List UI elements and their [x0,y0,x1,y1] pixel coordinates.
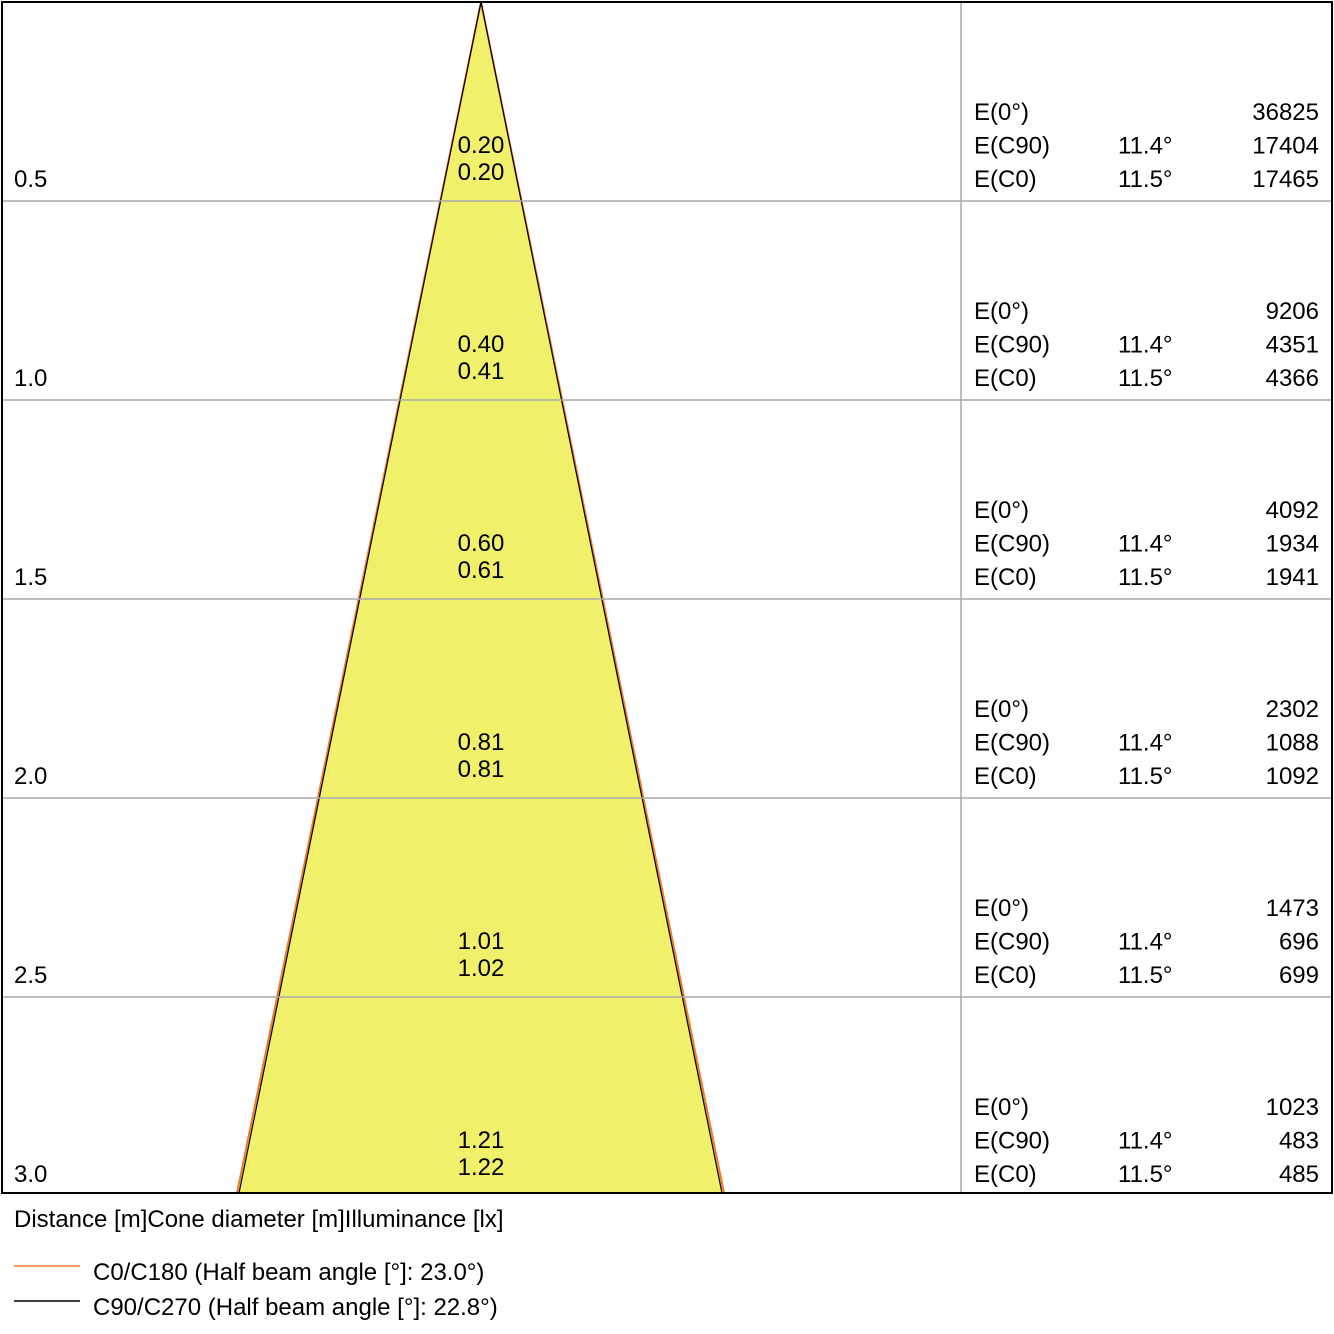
angle: 11.4° [1118,133,1173,160]
distance: 0.5 [14,166,47,193]
angle: 11.5° [1118,365,1173,392]
illuminance-label: E(C0) [974,564,1037,591]
illuminance-label: E(C0) [974,1161,1037,1188]
cone-diameter: 0.41 [458,358,505,385]
angle: 11.5° [1118,763,1173,790]
distance: 2.5 [14,962,47,989]
illuminance-value: 1941 [1266,564,1319,591]
illuminance-value: 2302 [1266,696,1319,723]
legend-label: C90/C270 (Half beam angle [°]: 22.8°) [93,1294,498,1321]
legend-label: C0/C180 (Half beam angle [°]: 23.0°) [93,1259,484,1286]
cone-diameter: 0.20 [458,132,505,159]
illuminance-label: E(C90) [974,730,1050,757]
illuminance-label: E(0°) [974,298,1029,325]
angle: 11.4° [1118,531,1173,558]
illuminance-value: 483 [1279,1128,1319,1155]
illuminance-label: E(0°) [974,1094,1029,1121]
illuminance-label: E(0°) [974,696,1029,723]
cone-diameter: 0.60 [458,530,505,557]
illuminance-value: 1473 [1266,895,1319,922]
distance: 1.5 [14,564,47,591]
angle: 11.5° [1118,166,1173,193]
cone-diameter: 1.01 [458,928,505,955]
grid [2,200,1332,998]
angle: 11.4° [1118,730,1173,757]
distance: 2.0 [14,763,47,790]
angle: 11.4° [1118,332,1173,359]
angle: 11.5° [1118,962,1173,989]
illuminance-value: 1023 [1266,1094,1319,1121]
cone-diameter: 1.21 [458,1127,505,1154]
illuminance-label: E(C90) [974,929,1050,956]
angle: 11.4° [1118,929,1173,956]
illuminance-label: E(C0) [974,166,1037,193]
illuminance-label: E(C90) [974,1128,1050,1155]
angle: 11.5° [1118,1161,1173,1188]
illuminance-value: 485 [1279,1161,1319,1188]
cone-diameter: 0.81 [458,756,505,783]
illuminance-value: 1934 [1266,531,1319,558]
illuminance-label: E(C90) [974,531,1050,558]
cone-diameter: 1.02 [458,955,505,982]
illuminance-value: 9206 [1266,298,1319,325]
illuminance-label: E(C0) [974,365,1037,392]
cone-diameter: 0.40 [458,331,505,358]
cone [237,2,724,1193]
cone-diameter: 1.22 [458,1154,505,1181]
illuminance-label: E(C90) [974,133,1050,160]
illuminance-label: E(C90) [974,332,1050,359]
illuminance-label: E(C0) [974,962,1037,989]
cone-diameter: 0.20 [458,159,505,186]
distance: 1.0 [14,365,47,392]
angle: 11.5° [1118,564,1173,591]
illuminance-label: E(C0) [974,763,1037,790]
illuminance-value: 17404 [1252,133,1319,160]
illuminance-value: 696 [1279,929,1319,956]
illuminance-value: 4092 [1266,497,1319,524]
footer: Distance [m]Cone diameter [m]Illuminance… [14,1206,504,1233]
illuminance-value: 1092 [1266,763,1319,790]
illuminance-label: E(0°) [974,895,1029,922]
angle: 11.4° [1118,1128,1173,1155]
cone-diameter: 0.61 [458,557,505,584]
illuminance-value: 699 [1279,962,1319,989]
illuminance-label: E(0°) [974,99,1029,126]
illuminance-value: 1088 [1266,730,1319,757]
distance: 3.0 [14,1161,47,1188]
illuminance-value: 4351 [1266,332,1319,359]
illuminance-value: 4366 [1266,365,1319,392]
illuminance-label: E(0°) [974,497,1029,524]
illuminance-value: 17465 [1252,166,1319,193]
illuminance-value: 36825 [1252,99,1319,126]
cone-diameter: 0.81 [458,729,505,756]
frame [1,1,1333,1194]
